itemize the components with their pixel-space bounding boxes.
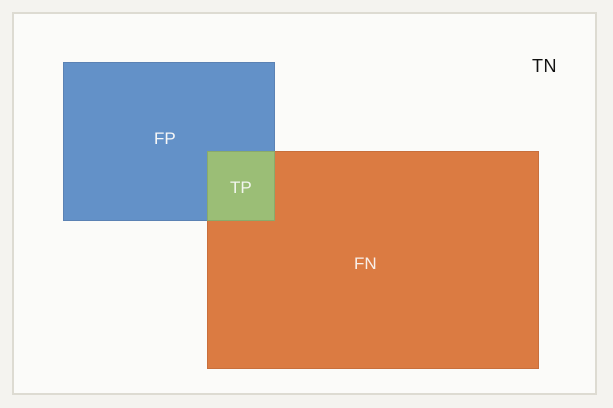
true-positive-region xyxy=(207,151,275,221)
fp-label: FP xyxy=(154,129,176,148)
fn-label: FN xyxy=(354,254,377,273)
tn-label: TN xyxy=(532,56,557,76)
tp-label: TP xyxy=(230,178,252,197)
